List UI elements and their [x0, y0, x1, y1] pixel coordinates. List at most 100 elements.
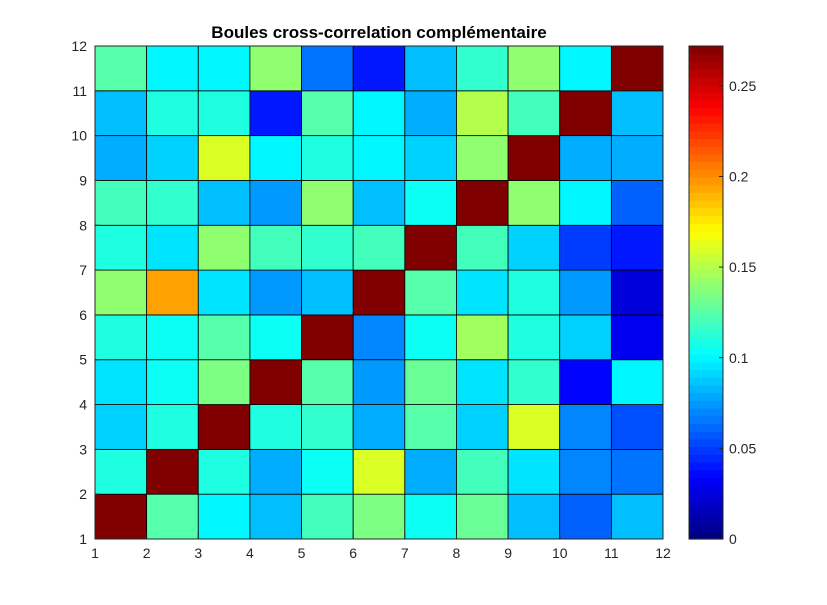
colorbar-segment: [689, 354, 723, 363]
heatmap-cell-r2-c1: [94, 448, 148, 495]
heatmap-cell-r8-c10: [559, 180, 612, 226]
heatmap-cell-r11-c4: [249, 45, 302, 92]
x-tick-label: 4: [246, 545, 254, 561]
y-tick-label: 4: [79, 397, 87, 413]
colorbar-segment: [689, 515, 723, 525]
y-tick-label: 7: [79, 262, 87, 278]
heatmap-cell-r1-c10: [559, 493, 612, 540]
heatmap-cell-r5-c1: [94, 314, 148, 361]
colorbar-segment: [689, 76, 723, 86]
colorbar-segment: [689, 169, 723, 178]
heatmap-cell-r9-c7: [404, 135, 457, 181]
colorbar-segment: [689, 146, 723, 155]
y-tick-label: 2: [79, 486, 87, 502]
x-tick-label: 3: [194, 545, 202, 561]
heatmap-cell-r2-c7: [404, 448, 457, 495]
heatmap-cell-r8-c11: [610, 180, 664, 226]
y-tick-label: 11: [72, 83, 87, 99]
heatmap-cell-r7-c2: [146, 224, 199, 271]
heatmap-cell-r2-c6: [352, 448, 406, 495]
heatmap-cell-r9-c10: [559, 135, 612, 181]
heatmap-cell-r1-c7: [404, 493, 457, 540]
colorbar-segment: [689, 315, 723, 324]
heatmap-cell-r2-c3: [197, 448, 251, 495]
colorbar: 0 0.05 0.1 0.15 0.2 0.25: [688, 45, 756, 547]
x-tick-label: 5: [298, 545, 306, 561]
colorbar-segment: [689, 253, 723, 263]
colorbar-segment: [689, 392, 723, 401]
heatmap-cell-r11-c8: [456, 45, 509, 92]
heatmap-cell-r7-c9: [507, 224, 561, 271]
colorbar-segment: [689, 446, 723, 455]
colorbar-segment: [689, 485, 723, 494]
heatmap-cell-r3-c4: [249, 404, 302, 450]
heatmap-cell-r2-c8: [456, 448, 509, 495]
colorbar-segment: [689, 269, 723, 278]
x-tick-label: 2: [143, 545, 151, 561]
heatmap-cell-r9-c8: [456, 135, 509, 181]
heatmap-cell-r4-c6: [352, 359, 406, 405]
colorbar-segment: [689, 215, 723, 224]
colorbar-frame: [688, 45, 724, 540]
colorbar-segment: [689, 238, 723, 247]
heatmap-cell-r3-c10: [559, 404, 612, 450]
colorbar-segment: [689, 292, 723, 301]
heatmap-cell-r2-c2: [146, 448, 199, 495]
heatmap-cell-r3-c1: [94, 404, 148, 450]
colorbar-segment: [689, 500, 723, 509]
heatmap-cell-r11-c10: [559, 45, 612, 92]
heatmap-cell-r10-c9: [507, 90, 561, 137]
heatmap-cell-r9-c11: [610, 135, 664, 181]
heatmap-cell-r10-c4: [249, 90, 302, 137]
colorbar-segment: [689, 192, 723, 201]
colorbar-tick-label: 0: [729, 531, 737, 547]
heatmap-cell-r6-c4: [249, 269, 302, 316]
heatmap-cell-r1-c5: [301, 493, 354, 540]
heatmap-cell-r6-c2: [146, 269, 199, 316]
colorbar-segment: [689, 492, 723, 502]
heatmap-cell-r9-c2: [146, 135, 199, 181]
heatmap-cell-r7-c11: [610, 224, 664, 271]
y-tick-label: 10: [71, 128, 87, 144]
x-tick-label: 8: [453, 545, 461, 561]
heatmap-cell-r10-c1: [94, 90, 148, 137]
colorbar-segment: [689, 323, 723, 332]
y-tick-label: 8: [79, 217, 87, 233]
heatmap-cell-r1-c4: [249, 493, 302, 540]
colorbar-segment: [689, 384, 723, 394]
heatmap-cell-r8-c6: [352, 180, 406, 226]
heatmap-cell-r2-c5: [301, 448, 354, 495]
heatmap-cell-r5-c7: [404, 314, 457, 361]
heatmap-cell-r10-c2: [146, 90, 199, 137]
heatmap-cell-r6-c11: [610, 269, 664, 316]
heatmap-cell-r5-c8: [456, 314, 509, 361]
x-tick-label: 11: [604, 545, 619, 561]
heatmap-cell-r6-c1: [94, 269, 148, 316]
colorbar-segment: [689, 161, 723, 170]
colorbar-segment: [689, 261, 723, 270]
heatmap-cell-r5-c9: [507, 314, 561, 361]
heatmap-cell-r9-c3: [197, 135, 251, 181]
heatmap-cell-r9-c4: [249, 135, 302, 181]
colorbar-segment: [689, 84, 723, 93]
colorbar-segment: [689, 207, 723, 217]
colorbar-segment: [689, 461, 723, 471]
heatmap-cell-r7-c5: [301, 224, 354, 271]
colorbar-segment: [689, 400, 723, 409]
colorbar-segment: [689, 438, 723, 448]
heatmap-cell-r4-c2: [146, 359, 199, 405]
heatmap-cell-r10-c8: [456, 90, 509, 137]
heatmap-cell-r4-c10: [559, 359, 612, 405]
heatmap-cell-r7-c7: [404, 224, 457, 271]
heatmap-cell-r11-c2: [146, 45, 199, 92]
colorbar-segment: [689, 69, 723, 78]
colorbar-segment: [689, 99, 723, 109]
colorbar-segment: [689, 130, 723, 140]
heatmap-cell-r8-c8: [456, 180, 509, 226]
colorbar-segment: [689, 508, 723, 517]
heatmap-cell-r6-c8: [456, 269, 509, 316]
heatmap-cell-r6-c3: [197, 269, 251, 316]
heatmap-cell-r4-c3: [197, 359, 251, 405]
heatmap-cell-r8-c3: [197, 180, 251, 226]
